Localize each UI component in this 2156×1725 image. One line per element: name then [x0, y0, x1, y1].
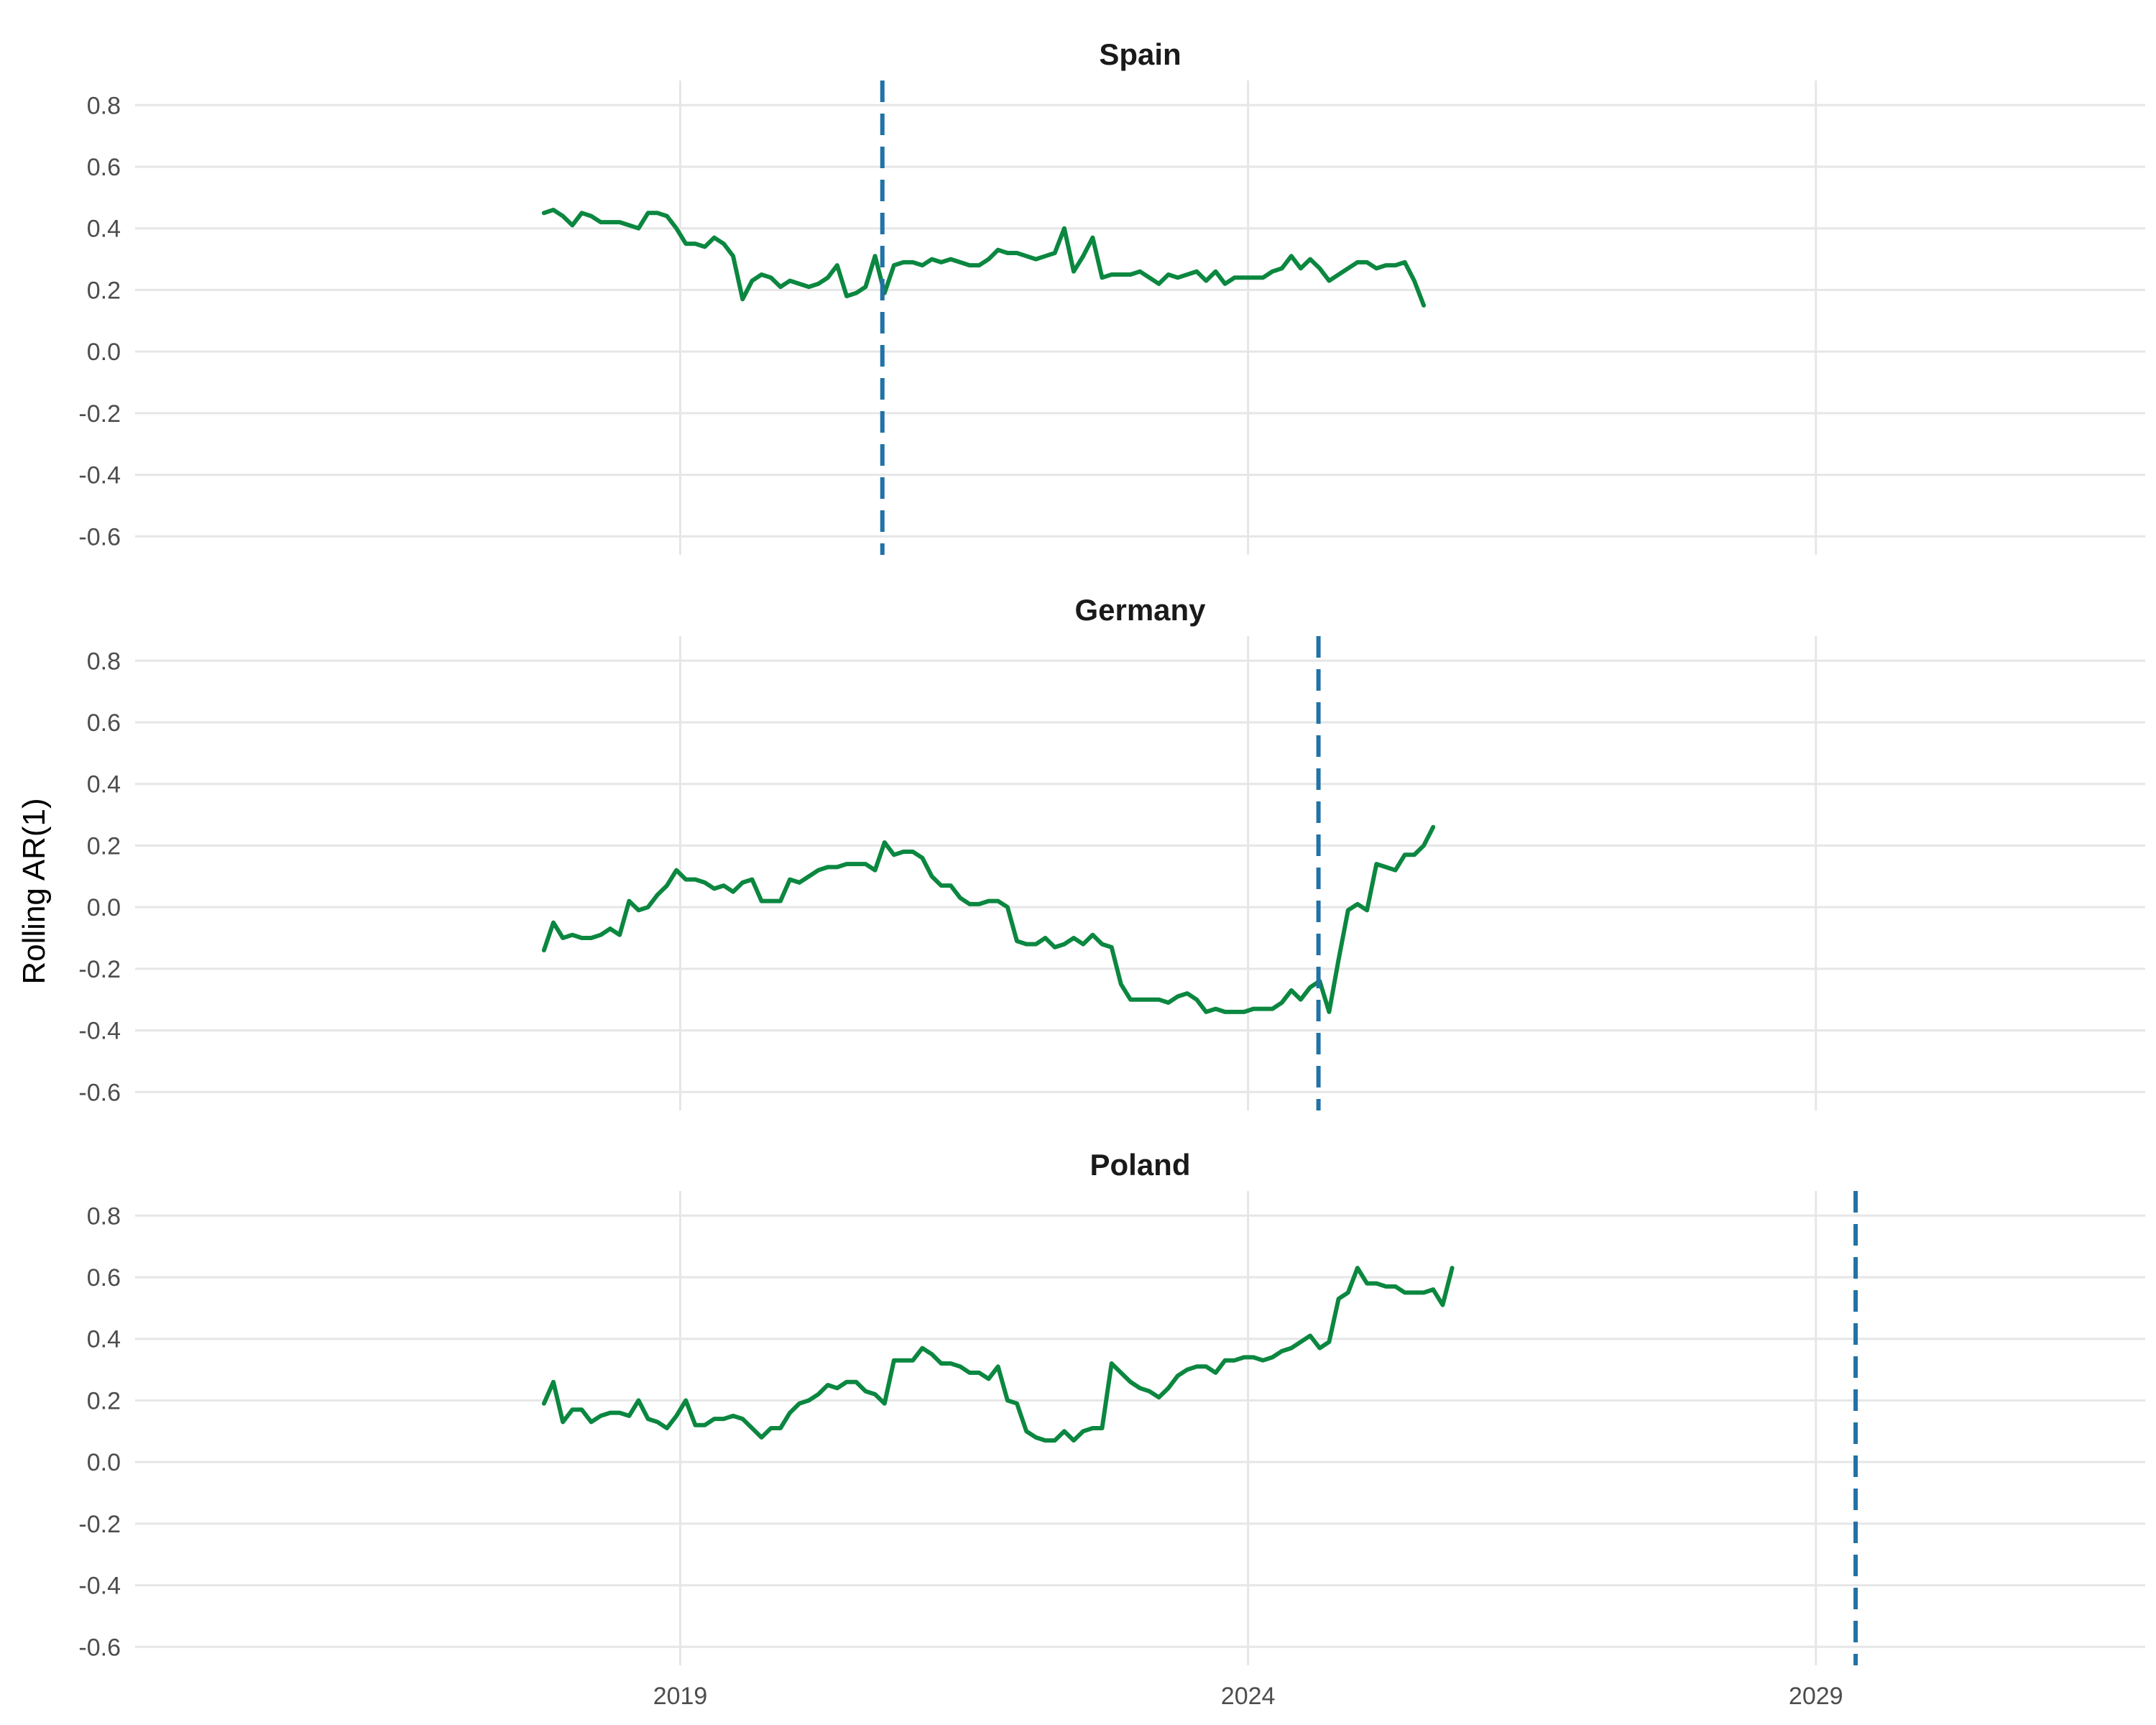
- y-tick-label: 0.4: [87, 1326, 121, 1353]
- y-tick-label: 0.2: [87, 832, 121, 860]
- y-tick-label: -0.4: [78, 462, 121, 489]
- y-tick-label: -0.6: [78, 523, 121, 551]
- x-tick-label: 2029: [1789, 1683, 1843, 1710]
- x-tick-label: 2019: [653, 1683, 708, 1710]
- series-line-spain: [541, 208, 1427, 308]
- panel-spain: Spain -0.6 -0.4 -0.2 0.0 0.2 0.4 0.6 0.8: [78, 37, 2145, 555]
- y-tick-label: 0.4: [87, 771, 121, 799]
- y-tick-label: 0.8: [87, 648, 121, 675]
- y-tick-label: 0.8: [87, 1202, 121, 1230]
- panel-title: Germany: [1074, 593, 1206, 627]
- y-tick-label: 0.6: [87, 709, 121, 737]
- y-tick-label: -0.4: [78, 1573, 121, 1600]
- y-tick-label: 0.4: [87, 216, 121, 243]
- y-tick-label: -0.6: [78, 1079, 121, 1106]
- panel-title: Spain: [1099, 37, 1181, 71]
- y-tick-label: -0.4: [78, 1018, 121, 1045]
- y-tick-label: 0.6: [87, 154, 121, 181]
- y-tick-label: 0.6: [87, 1264, 121, 1292]
- series-line-poland: [541, 1266, 1455, 1443]
- y-tick-label: -0.2: [78, 400, 121, 428]
- y-tick-label: 0.8: [87, 92, 121, 119]
- y-axis-title: Rolling AR(1): [17, 798, 52, 984]
- y-tick-label: 0.2: [87, 277, 121, 304]
- x-tick-label: 2024: [1221, 1683, 1276, 1710]
- panel-germany: Germany -0.6 -0.4 -0.2 0.0 0.2 0.4 0.6 0.8: [78, 593, 2145, 1110]
- panel-poland: Poland -0.6 -0.4 -0.2 0.0 0.2 0.4 0.6 0.8: [78, 1148, 2145, 1665]
- y-tick-label: 0.2: [87, 1387, 121, 1414]
- y-tick-label: 0.0: [87, 1449, 121, 1476]
- series-line-germany: [541, 824, 1436, 1014]
- panel-title: Poland: [1089, 1148, 1190, 1182]
- y-tick-label: -0.6: [78, 1634, 121, 1661]
- y-tick-label: -0.2: [78, 956, 121, 983]
- y-tick-label: 0.0: [87, 894, 121, 921]
- y-tick-label: 0.0: [87, 339, 121, 366]
- y-tick-label: -0.2: [78, 1511, 121, 1538]
